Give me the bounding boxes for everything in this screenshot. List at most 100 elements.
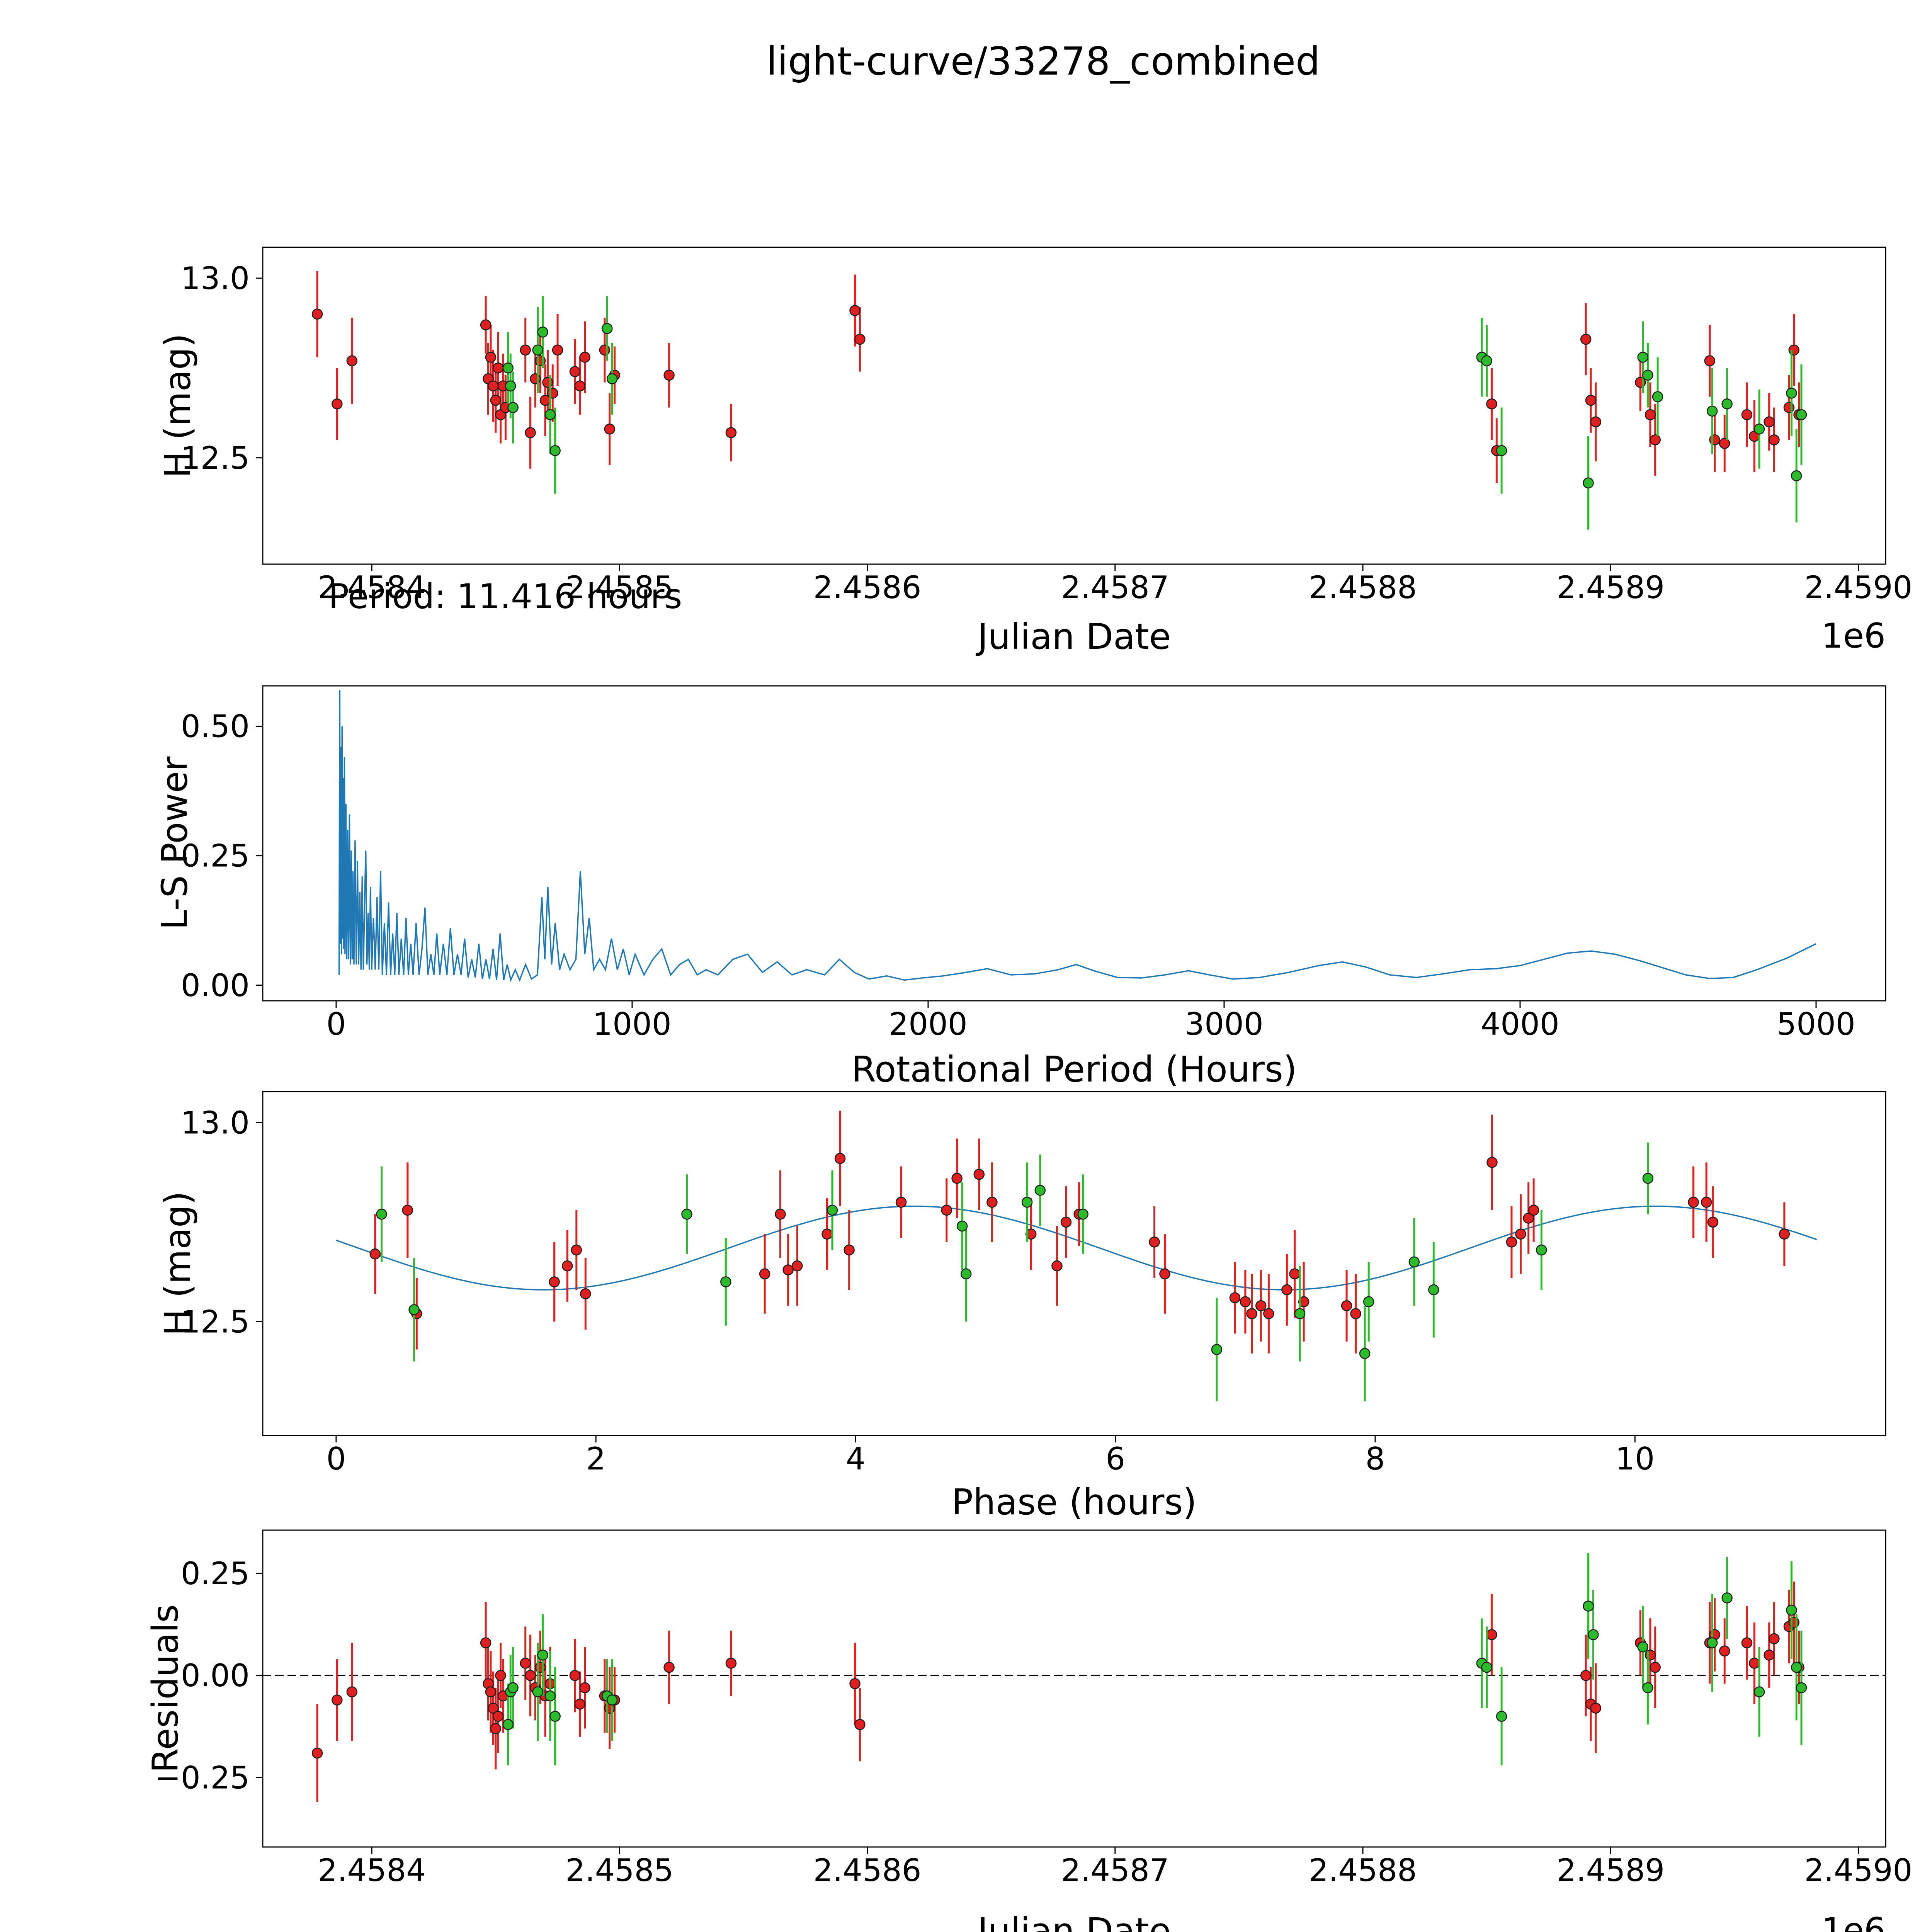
data-point: [986, 1197, 998, 1208]
ylabel-periodogram: L-S Power: [154, 756, 196, 930]
offset-label-residuals: 1e6: [1821, 1910, 1886, 1932]
data-point: [1779, 1228, 1790, 1240]
axes-frame: [262, 247, 1886, 565]
data-point: [827, 1204, 838, 1216]
data-point: [1408, 1256, 1420, 1268]
x-tick-label: 2.4586: [813, 1852, 922, 1888]
data-point: [525, 1670, 536, 1681]
data-point: [495, 1670, 506, 1681]
data-point: [549, 1276, 560, 1287]
data-point: [537, 327, 548, 338]
data-point: [606, 1694, 618, 1706]
data-point: [1294, 1308, 1306, 1320]
data-point: [1585, 395, 1597, 406]
data-point: [1021, 1197, 1033, 1208]
x-tick-label: 2.4588: [1309, 1852, 1417, 1888]
ylabel-residuals: Residuals: [145, 1604, 186, 1773]
data-point: [854, 333, 866, 345]
data-point: [849, 305, 861, 316]
x-tick-label: 2.4585: [565, 570, 673, 605]
data-point: [520, 344, 531, 356]
data-point: [561, 1260, 573, 1272]
data-point: [1523, 1213, 1534, 1224]
data-point: [542, 377, 553, 388]
x-tick-label: 8: [1366, 1441, 1385, 1477]
data-point: [574, 1698, 586, 1710]
xlabel-phased: Phase (hours): [951, 1481, 1197, 1523]
data-point: [480, 319, 492, 331]
data-point: [1496, 445, 1507, 456]
data-point: [579, 1682, 590, 1694]
data-point: [599, 344, 611, 356]
x-tick-label: 2.4587: [1061, 570, 1169, 605]
data-point: [549, 1711, 561, 1722]
data-point: [1515, 1228, 1526, 1240]
data-point: [973, 1169, 985, 1180]
x-tick-label: 5000: [1777, 1006, 1855, 1042]
data-point: [1060, 1216, 1072, 1228]
y-tick-label: 0.25: [181, 838, 250, 874]
dataset-red: [311, 271, 1804, 483]
data-point: [1642, 369, 1653, 381]
data-point: [960, 1268, 972, 1280]
data-point: [507, 402, 519, 413]
xlabel-residuals: Julian Date: [977, 1910, 1171, 1932]
data-point: [492, 1711, 504, 1722]
data-point: [663, 1662, 675, 1673]
data-point: [1786, 1604, 1797, 1616]
period-annotation: Period: 11.416 hours: [328, 577, 682, 616]
x-tick-label: 10: [1615, 1441, 1655, 1477]
y-tick-label: 13.0: [181, 260, 250, 296]
data-point: [1298, 1296, 1310, 1308]
x-tick-label: 2.4586: [813, 570, 922, 605]
x-tick-label: 2.4590: [1804, 570, 1913, 605]
x-tick-label: 6: [1105, 1441, 1125, 1477]
offset-label-lightcurve: 1e6: [1821, 616, 1886, 656]
data-point: [580, 1288, 591, 1299]
data-point: [579, 352, 590, 363]
panel-periodogram: 0 1000 2000 3000 4000 5000 0.00 0.25 0.50: [181, 685, 1886, 1042]
data-point: [1721, 398, 1733, 410]
data-point: [1359, 1348, 1371, 1359]
y-tick-label: 0.00: [181, 968, 250, 1003]
fit-curve: [336, 1205, 1817, 1291]
data-point: [1486, 1157, 1498, 1168]
data-point: [485, 1686, 497, 1697]
data-point: [1637, 352, 1648, 363]
ylabel-lightcurve: H (mag): [157, 333, 199, 478]
data-point: [1583, 1600, 1594, 1612]
x-tick-label: 3000: [1185, 1006, 1264, 1042]
data-point: [1719, 1645, 1730, 1657]
data-point: [1645, 1650, 1656, 1661]
data-point: [346, 1686, 358, 1697]
x-tick-label: 2.4584: [318, 570, 426, 605]
data-point: [507, 1682, 519, 1694]
data-point: [663, 369, 675, 381]
data-point: [532, 1686, 544, 1697]
data-point: [1650, 1662, 1661, 1673]
data-point: [1706, 1637, 1718, 1648]
data-point: [1741, 409, 1753, 420]
data-point: [775, 1209, 786, 1220]
data-point: [408, 1304, 420, 1315]
data-point: [1149, 1236, 1160, 1248]
data-point: [1588, 1629, 1599, 1640]
x-tick-label: 2.4588: [1309, 570, 1417, 605]
data-point: [1796, 409, 1807, 420]
data-point: [720, 1276, 731, 1287]
data-point: [1486, 1629, 1497, 1640]
data-point: [1229, 1292, 1241, 1303]
data-point: [1707, 1216, 1719, 1228]
data-point: [895, 1197, 907, 1208]
data-point: [537, 1650, 548, 1661]
x-tick-label: 2.4589: [1556, 1852, 1665, 1888]
data-point: [376, 1209, 387, 1220]
x-tick-label: 0: [326, 1441, 346, 1477]
y-tick-label: 12.5: [181, 1304, 250, 1340]
axes-frame: [262, 1529, 1886, 1848]
data-point: [1645, 409, 1656, 420]
data-point: [1350, 1308, 1361, 1320]
dataset-red: [369, 1111, 1790, 1354]
data-point: [1706, 405, 1718, 417]
